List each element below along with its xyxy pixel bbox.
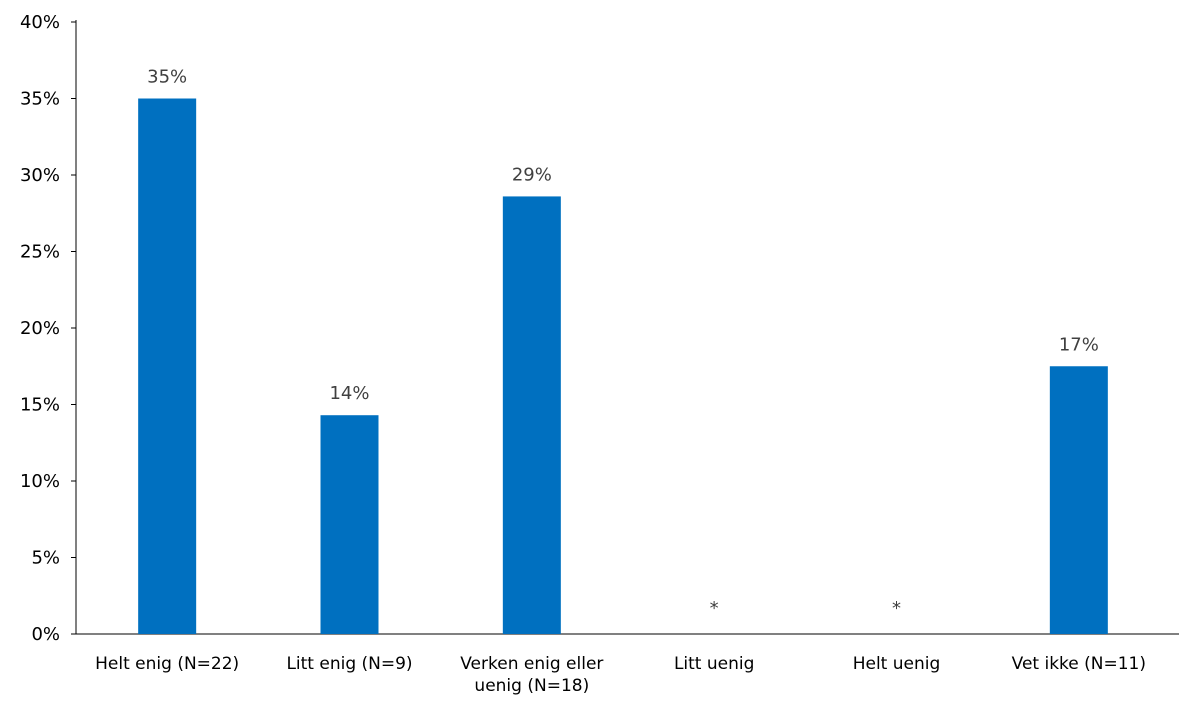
data-label: * (892, 598, 901, 619)
y-tick-label: 35% (20, 89, 60, 110)
category-label: Vet ikke (N=11) (1012, 654, 1146, 674)
bar (138, 98, 197, 634)
data-labels: 35% 14% 29% * * 17% (147, 67, 1099, 620)
y-axis-ticks: 0% 5% 10% 15% 20% 25% 30% 35% 40% (20, 12, 76, 645)
bar (320, 415, 379, 634)
bar (502, 196, 561, 635)
y-tick-label: 20% (20, 318, 60, 339)
data-label: 14% (329, 383, 369, 404)
y-tick-label: 5% (31, 548, 60, 569)
category-label: Litt enig (N=9) (286, 654, 412, 674)
y-tick-label: 25% (20, 242, 60, 263)
data-label: 29% (512, 164, 552, 185)
category-label: Verken enig eller uenig (N=18) (460, 654, 603, 696)
category-label-line: Helt enig (N=22) (95, 654, 239, 674)
y-tick-label: 0% (31, 624, 60, 645)
category-labels: Helt enig (N=22) Litt enig (N=9) Verken en… (95, 654, 1146, 696)
category-label: Helt enig (N=22) (95, 654, 239, 674)
y-tick-label: 15% (20, 395, 60, 416)
bar (1049, 366, 1108, 634)
data-label: * (710, 598, 719, 619)
category-label: Litt uenig (674, 654, 754, 674)
category-label-line: Litt enig (N=9) (286, 654, 412, 674)
category-label-line: Verken enig eller (460, 654, 603, 674)
category-label-line: Vet ikke (N=11) (1012, 654, 1146, 674)
category-label-line: Helt uenig (853, 654, 941, 674)
y-tick-label: 30% (20, 165, 60, 186)
bars (138, 98, 1108, 635)
data-label: 35% (147, 67, 187, 88)
category-label-line: uenig (N=18) (474, 676, 589, 696)
data-label: 17% (1059, 334, 1099, 355)
y-tick-label: 10% (20, 471, 60, 492)
category-label: Helt uenig (853, 654, 941, 674)
y-tick-label: 40% (20, 12, 60, 33)
category-label-line: Litt uenig (674, 654, 754, 674)
